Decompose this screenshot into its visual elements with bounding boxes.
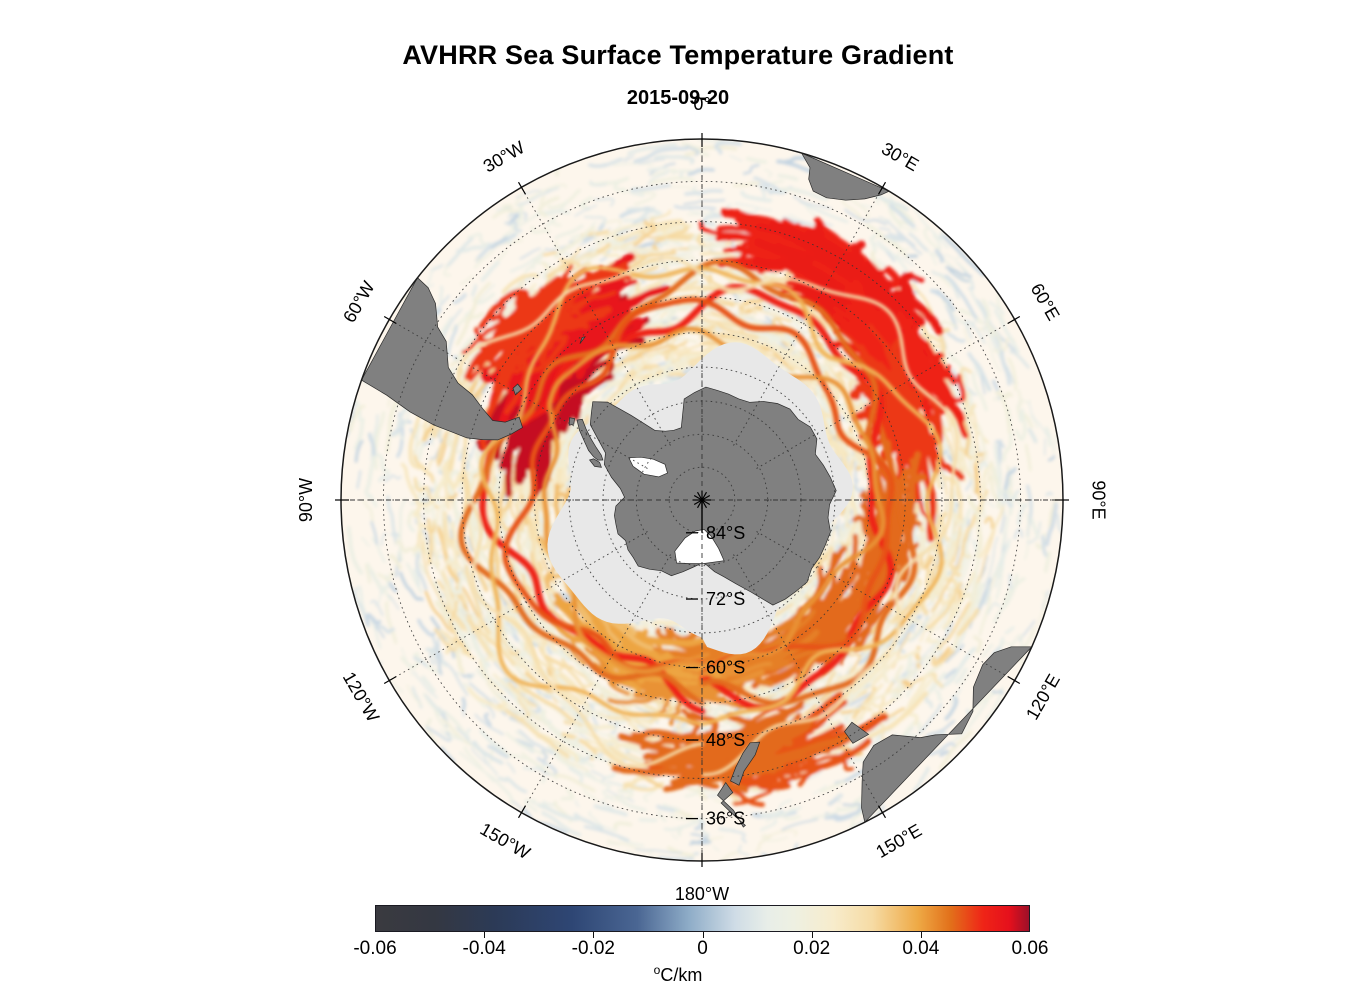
gradient-filament: [975, 463, 977, 492]
gradient-filament: [463, 699, 464, 709]
gradient-filament: [544, 272, 546, 278]
gradient-filament: [692, 842, 710, 843]
gradient-filament: [444, 521, 446, 550]
gradient-filament: [414, 546, 420, 550]
gradient-filament: [671, 354, 675, 360]
gradient-filament: [1021, 410, 1023, 421]
polar-stereographic-plot: 84°S72°S60°S48°S36°S0°30°E60°E90°E120°E1…: [0, 0, 1356, 900]
gradient-filament: [720, 829, 734, 831]
gradient-filament: [463, 675, 472, 677]
gradient-filament: [656, 229, 678, 230]
gradient-filament: [737, 316, 753, 317]
gradient-filament: [1010, 575, 1011, 588]
gradient-filament: [504, 206, 512, 208]
gradient-filament: [839, 795, 840, 803]
gradient-filament: [499, 779, 508, 781]
gradient-filament: [640, 820, 656, 821]
gradient-filament: [909, 657, 910, 669]
gradient-filament: [941, 233, 943, 239]
polar-map: 84°S 72°S 60°S 48°S 36°S 0° 30°E 60°E 90°E 120°E 1…: [0, 0, 1356, 900]
